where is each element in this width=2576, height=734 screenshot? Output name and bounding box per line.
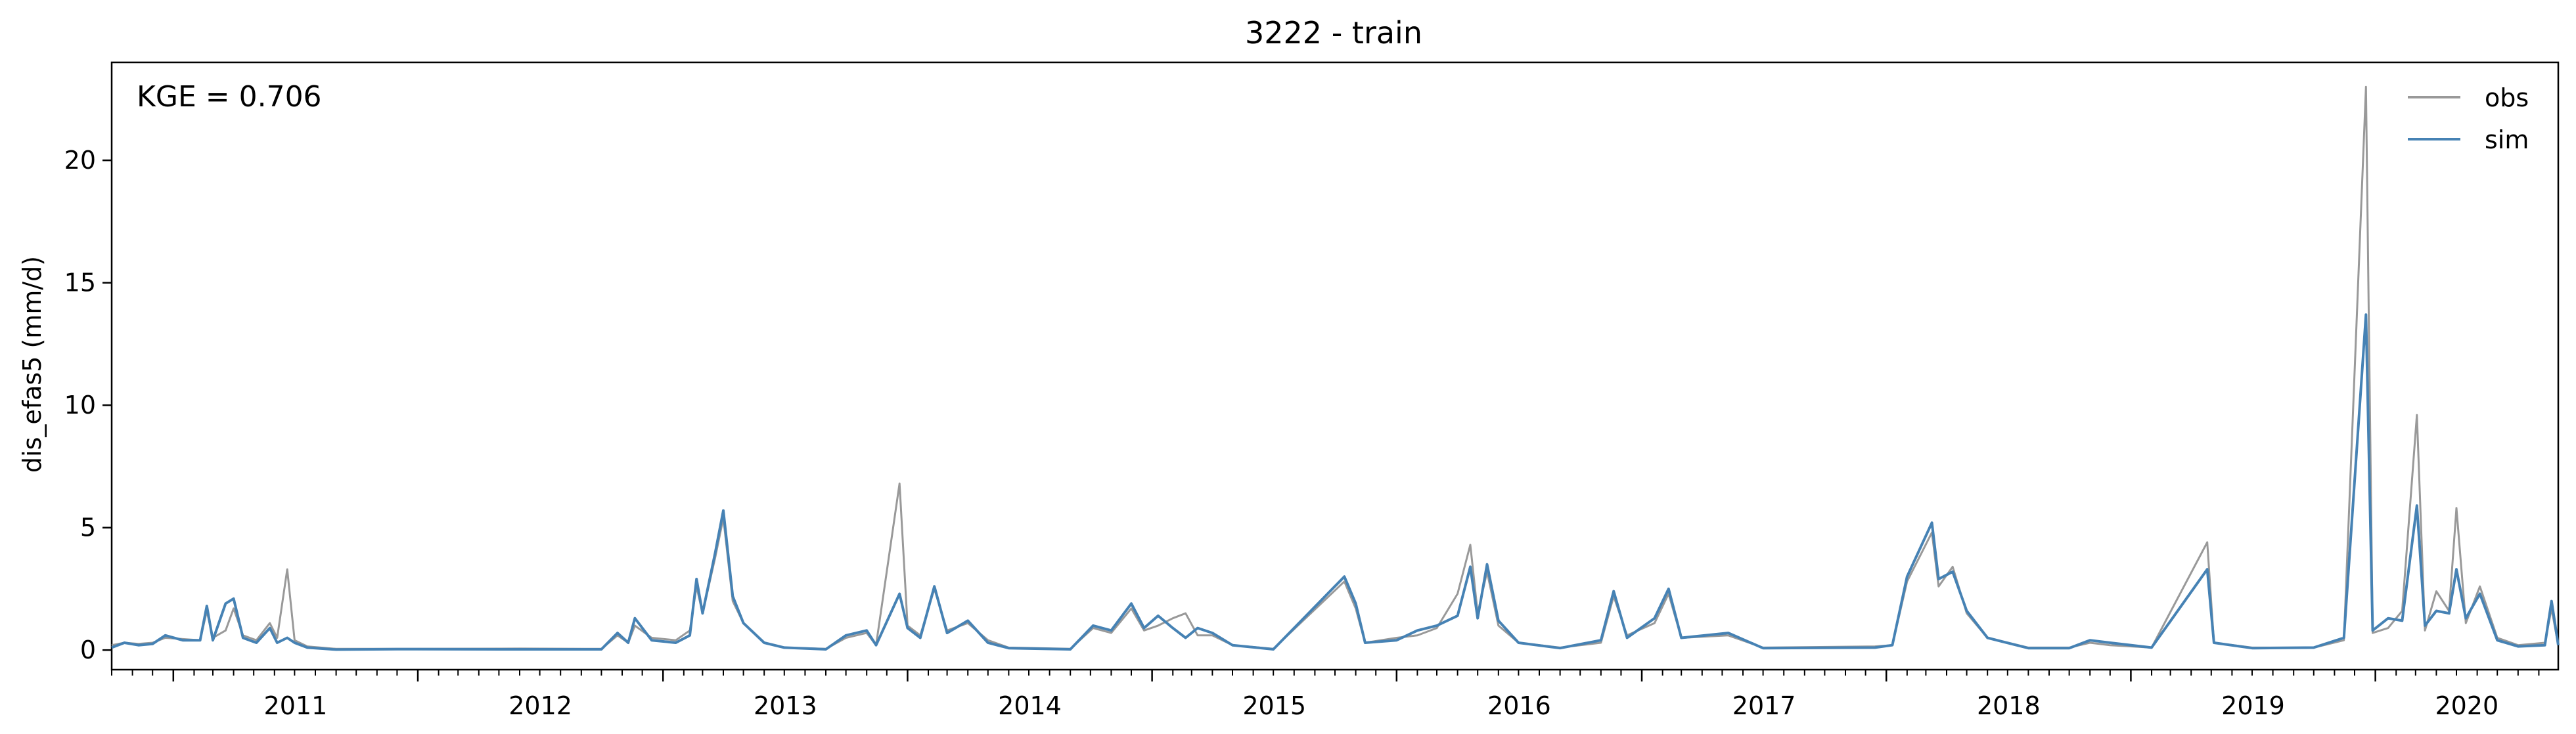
y-tick-label: 15: [64, 269, 96, 297]
x-tick-label: 2012: [508, 691, 572, 720]
plot-area: 2011 2012 2013 2014 2015 2016 2017 2018 2019 2020…: [64, 61, 2560, 720]
plot-frame: [110, 61, 2560, 671]
legend: obs sim: [2408, 83, 2529, 154]
y-axis-label: dis_efas5 (mm/d): [18, 256, 47, 473]
x-tick-label: 2013: [754, 691, 817, 720]
x-tick-label: 2016: [1487, 691, 1551, 720]
series-line-sim: [111, 313, 2560, 651]
x-axis: 2011 2012 2013 2014 2015 2016 2017 2018 2019 2020: [111, 670, 2540, 720]
x-tick-label: 2017: [1732, 691, 1796, 720]
x-tick-label: 2018: [1977, 691, 2041, 720]
x-tick-label: 2020: [2435, 691, 2498, 720]
y-tick-label: 20: [64, 146, 96, 175]
y-tick-label: 10: [64, 391, 96, 420]
x-tick-label: 2014: [998, 691, 1062, 720]
y-tick-label: 0: [80, 636, 96, 664]
x-tick-label: 2015: [1242, 691, 1306, 720]
y-axis: 0 5 10 15 20: [64, 146, 112, 664]
series-layer: [111, 85, 2560, 651]
x-tick-label: 2011: [264, 691, 328, 720]
legend-sim-label: sim: [2485, 125, 2529, 154]
kge-annotation: KGE = 0.706: [137, 80, 322, 114]
x-tick-label: 2019: [2221, 691, 2285, 720]
y-tick-label: 5: [80, 513, 96, 542]
chart-title: 3222 - train: [1245, 15, 1422, 51]
legend-obs-label: obs: [2485, 83, 2529, 112]
series-line-obs: [111, 85, 2560, 650]
